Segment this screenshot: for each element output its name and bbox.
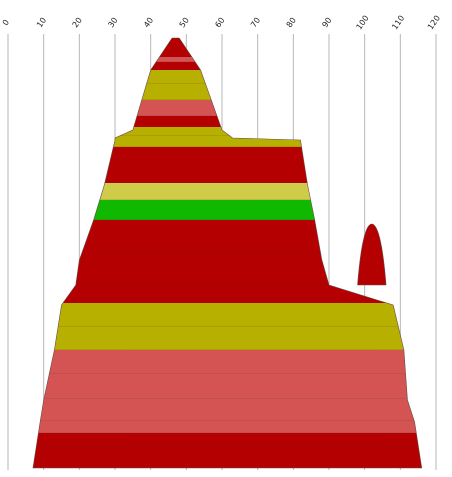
x-tick-label: 10 [35, 16, 48, 30]
x-tick-label: 70 [249, 16, 262, 30]
tick-layer: 0 10 20 30 40 50 60 70 80 90 100 110 120 [1, 14, 442, 32]
x-tick-label: 120 [426, 14, 442, 32]
mountain-band [32, 220, 422, 254]
mountain-band [32, 57, 422, 62]
mountain-band [32, 70, 422, 84]
mountain-band [32, 350, 422, 374]
mountain-band [32, 327, 422, 350]
x-tick-label: 60 [213, 16, 226, 30]
x-tick-label: 0 [1, 18, 11, 27]
mountain-band [32, 127, 422, 136]
band-layer [32, 38, 422, 468]
x-tick-label: 20 [71, 16, 84, 30]
mountain-band [32, 38, 422, 57]
mountain-band [32, 433, 422, 447]
x-tick-label: 110 [390, 14, 406, 32]
mountain-band [32, 374, 422, 399]
x-tick-label: 30 [106, 16, 119, 30]
mountain-band [32, 62, 422, 70]
mountain-band [32, 200, 422, 220]
x-tick-label: 40 [142, 16, 155, 30]
x-tick-label: 50 [178, 16, 191, 30]
mountain-band [32, 147, 422, 183]
mountain-band [32, 399, 422, 421]
mountain-band [32, 84, 422, 100]
mountain-band [32, 136, 422, 147]
mountain-band [32, 447, 422, 468]
mountain-band [32, 285, 422, 303]
mountain-band [32, 116, 422, 127]
mountain-outline [32, 37, 423, 469]
mountain-band [32, 421, 422, 433]
mountain-band [32, 100, 422, 116]
x-tick-label: 90 [320, 16, 333, 30]
side-peak [357, 223, 387, 286]
side-peak-layer [357, 223, 387, 286]
x-tick-label: 80 [285, 16, 298, 30]
x-tick-label: 100 [355, 14, 371, 32]
mountain-band [32, 183, 422, 200]
mountain-band [32, 303, 422, 327]
